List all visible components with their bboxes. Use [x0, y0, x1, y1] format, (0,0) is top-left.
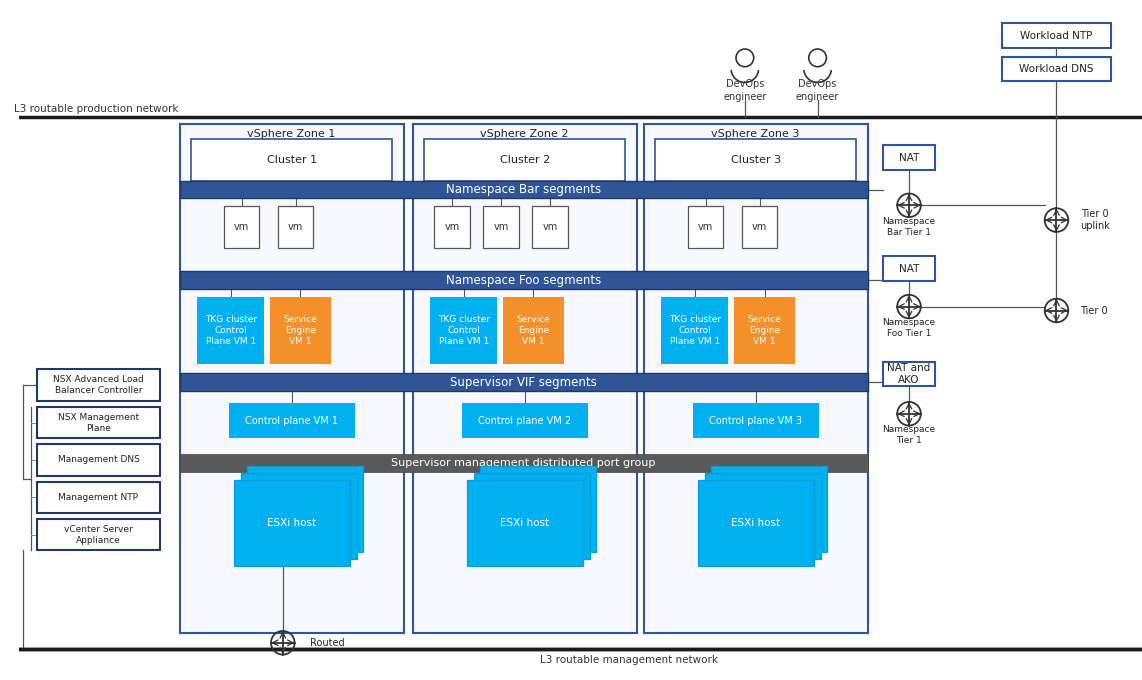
Bar: [661, 296, 729, 364]
Text: vSphere Zone 1: vSphere Zone 1: [248, 129, 336, 139]
Text: L3 routable production network: L3 routable production network: [14, 104, 178, 114]
Text: vCenter Server
Appliance: vCenter Server Appliance: [64, 524, 132, 545]
Text: vm: vm: [493, 222, 508, 232]
Text: NAT: NAT: [899, 264, 919, 274]
Text: ESXi host: ESXi host: [500, 518, 549, 528]
Text: NAT and
AKO: NAT and AKO: [887, 362, 931, 385]
Text: vm: vm: [542, 222, 557, 232]
Bar: [1003, 57, 1110, 82]
Bar: [693, 403, 819, 439]
Text: vm: vm: [751, 222, 767, 232]
Bar: [884, 362, 934, 386]
Bar: [270, 296, 331, 364]
Bar: [483, 206, 518, 248]
Text: Workload NTP: Workload NTP: [1020, 31, 1093, 41]
Bar: [698, 479, 813, 566]
Text: Namespace
Bar Tier 1: Namespace Bar Tier 1: [883, 217, 935, 237]
Text: Namespace Bar segments: Namespace Bar segments: [447, 183, 601, 196]
Text: Workload DNS: Workload DNS: [1019, 64, 1094, 74]
Text: Tier 0: Tier 0: [1080, 305, 1108, 316]
Text: DevOps
engineer: DevOps engineer: [723, 79, 766, 101]
Text: TKG cluster
Control
Plane VM 1: TKG cluster Control Plane VM 1: [437, 315, 490, 345]
Bar: [278, 206, 313, 248]
Bar: [248, 466, 363, 552]
Bar: [467, 479, 582, 566]
Bar: [1003, 23, 1110, 48]
Bar: [179, 454, 868, 472]
Bar: [532, 206, 568, 248]
Text: Control plane VM 3: Control plane VM 3: [709, 415, 802, 426]
Bar: [224, 206, 259, 248]
Text: Service
Engine
VM 1: Service Engine VM 1: [516, 315, 550, 345]
Text: Cluster 2: Cluster 2: [499, 155, 549, 165]
Text: NSX Management
Plane: NSX Management Plane: [58, 413, 139, 432]
Bar: [687, 206, 723, 248]
Bar: [711, 466, 828, 552]
Bar: [656, 139, 855, 181]
Text: Namespace
Foo Tier 1: Namespace Foo Tier 1: [883, 318, 935, 338]
Text: Cluster 3: Cluster 3: [731, 155, 781, 165]
Text: Control plane VM 1: Control plane VM 1: [246, 415, 338, 426]
Text: vm: vm: [698, 222, 713, 232]
Text: DevOps
engineer: DevOps engineer: [796, 79, 839, 101]
Bar: [425, 139, 625, 181]
Bar: [734, 296, 795, 364]
Text: Management DNS: Management DNS: [57, 456, 139, 464]
Bar: [37, 407, 160, 439]
Bar: [434, 206, 469, 248]
Text: Management NTP: Management NTP: [58, 493, 138, 502]
Text: TKG cluster
Control
Plane VM 1: TKG cluster Control Plane VM 1: [669, 315, 721, 345]
Bar: [37, 369, 160, 401]
Bar: [179, 373, 868, 391]
Bar: [37, 519, 160, 550]
Bar: [179, 271, 868, 289]
Bar: [192, 139, 392, 181]
Text: vm: vm: [444, 222, 459, 232]
Text: Control plane VM 2: Control plane VM 2: [478, 415, 571, 426]
Text: L3 routable management network: L3 routable management network: [540, 656, 718, 666]
Bar: [884, 146, 934, 170]
Bar: [481, 466, 596, 552]
Text: Service
Engine
VM 1: Service Engine VM 1: [283, 315, 317, 345]
Bar: [742, 206, 778, 248]
Text: NSX Advanced Load
Balancer Controller: NSX Advanced Load Balancer Controller: [53, 375, 144, 395]
Text: Supervisor management distributed port group: Supervisor management distributed port g…: [392, 458, 656, 468]
Text: Tier 0
uplink: Tier 0 uplink: [1080, 209, 1110, 231]
Text: TKG cluster
Control
Plane VM 1: TKG cluster Control Plane VM 1: [204, 315, 257, 345]
Text: Namespace
Tier 1: Namespace Tier 1: [883, 425, 935, 445]
Text: vSphere Zone 2: vSphere Zone 2: [481, 129, 569, 139]
Text: Namespace Foo segments: Namespace Foo segments: [447, 273, 602, 286]
Text: vSphere Zone 3: vSphere Zone 3: [711, 129, 799, 139]
Bar: [884, 256, 934, 281]
Text: Service
Engine
VM 1: Service Engine VM 1: [748, 315, 781, 345]
Text: ESXi host: ESXi host: [731, 518, 780, 528]
Bar: [198, 296, 264, 364]
Bar: [705, 473, 821, 559]
Text: vm: vm: [234, 222, 249, 232]
Text: Cluster 1: Cluster 1: [266, 155, 316, 165]
Bar: [431, 296, 497, 364]
Bar: [412, 124, 637, 633]
Text: vm: vm: [288, 222, 304, 232]
Bar: [37, 481, 160, 513]
Text: ESXi host: ESXi host: [267, 518, 316, 528]
Bar: [37, 444, 160, 476]
Bar: [228, 403, 354, 439]
Bar: [474, 473, 589, 559]
Bar: [241, 473, 356, 559]
Bar: [644, 124, 868, 633]
Bar: [502, 296, 564, 364]
Bar: [234, 479, 349, 566]
Text: NAT: NAT: [899, 152, 919, 163]
Bar: [461, 403, 587, 439]
Text: Supervisor VIF segments: Supervisor VIF segments: [450, 376, 597, 389]
Bar: [179, 124, 404, 633]
Text: Routed: Routed: [311, 638, 345, 648]
Bar: [179, 181, 868, 199]
